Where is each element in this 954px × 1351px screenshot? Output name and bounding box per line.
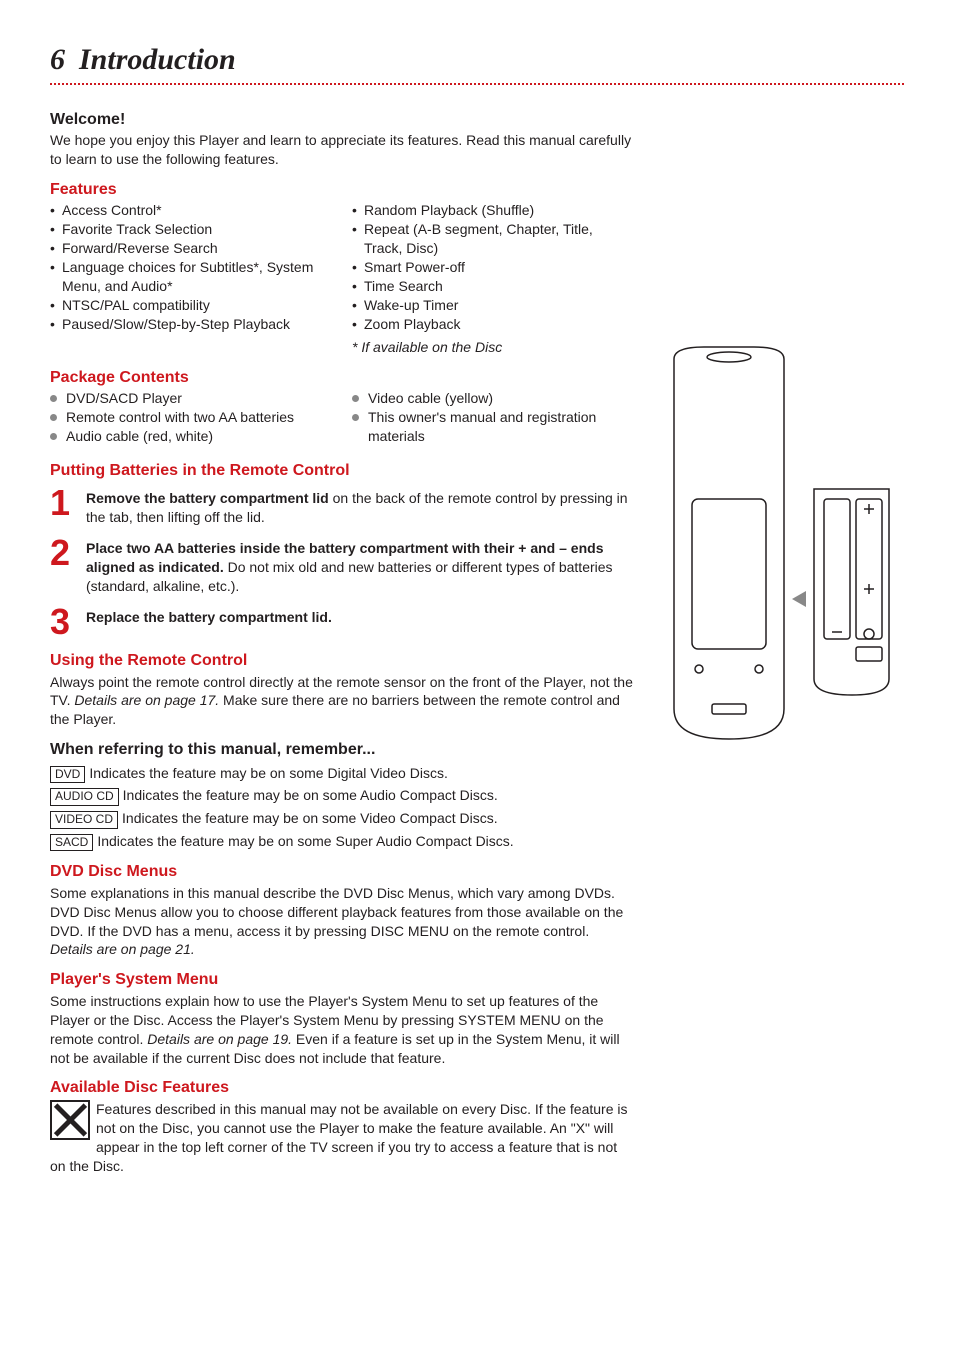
list-item: NTSC/PAL compatibility bbox=[50, 296, 332, 315]
tag-row: DVDIndicates the feature may be on some … bbox=[50, 764, 634, 784]
remote-use-body: Always point the remote control directly… bbox=[50, 673, 634, 730]
page-title: Introduction bbox=[79, 40, 236, 81]
list-item: Time Search bbox=[352, 277, 634, 296]
list-item: Remote control with two AA batteries bbox=[50, 408, 332, 427]
package-col2: Video cable (yellow) This owner's manual… bbox=[352, 389, 634, 446]
package-heading: Package Contents bbox=[50, 367, 634, 389]
list-item: Repeat (A-B segment, Chapter, Title, Tra… bbox=[352, 220, 634, 258]
dvd-tag: DVD bbox=[50, 766, 85, 784]
dotted-rule bbox=[50, 83, 904, 85]
step-3: 3 Replace the battery compartment lid. bbox=[50, 604, 634, 640]
page-number: 6 bbox=[50, 40, 65, 81]
available-heading: Available Disc Features bbox=[50, 1077, 634, 1099]
step-1: 1 Remove the battery compartment lid on … bbox=[50, 485, 634, 527]
features-col2: Random Playback (Shuffle) Repeat (A-B se… bbox=[352, 201, 634, 333]
list-item: DVD/SACD Player bbox=[50, 389, 332, 408]
features-col1: Access Control* Favorite Track Selection… bbox=[50, 201, 332, 333]
welcome-body: We hope you enjoy this Player and learn … bbox=[50, 131, 634, 169]
list-item: Smart Power-off bbox=[352, 258, 634, 277]
available-body: Features described in this manual may no… bbox=[50, 1100, 634, 1176]
list-item: This owner's manual and registration mat… bbox=[352, 408, 634, 446]
list-item: Paused/Slow/Step-by-Step Playback bbox=[50, 315, 332, 334]
referring-heading: When referring to this manual, remember.… bbox=[50, 739, 634, 761]
remote-diagram-icon bbox=[644, 339, 904, 759]
list-item: Video cable (yellow) bbox=[352, 389, 634, 408]
list-item: Favorite Track Selection bbox=[50, 220, 332, 239]
videocd-tag: VIDEO CD bbox=[50, 811, 118, 829]
tag-row: AUDIO CDIndicates the feature may be on … bbox=[50, 786, 634, 806]
step-body: Remove the battery compartment lid on th… bbox=[86, 485, 634, 527]
step-2: 2 Place two AA batteries inside the batt… bbox=[50, 535, 634, 596]
features-heading: Features bbox=[50, 179, 634, 201]
tag-row: SACDIndicates the feature may be on some… bbox=[50, 832, 634, 852]
step-number: 3 bbox=[50, 604, 72, 640]
list-item: Access Control* bbox=[50, 201, 332, 220]
system-menu-body: Some instructions explain how to use the… bbox=[50, 992, 634, 1068]
welcome-heading: Welcome! bbox=[50, 109, 634, 131]
step-body: Place two AA batteries inside the batter… bbox=[86, 535, 634, 596]
package-col1: DVD/SACD Player Remote control with two … bbox=[50, 389, 332, 446]
list-item: Audio cable (red, white) bbox=[50, 427, 332, 446]
sacd-tag: SACD bbox=[50, 834, 93, 852]
step-body: Replace the battery compartment lid. bbox=[86, 604, 634, 640]
page-header: 6 Introduction bbox=[50, 40, 904, 81]
list-item: Forward/Reverse Search bbox=[50, 239, 332, 258]
remote-figure bbox=[644, 339, 904, 1176]
list-item: Language choices for Subtitles*, System … bbox=[50, 258, 332, 296]
referring-table: DVDIndicates the feature may be on some … bbox=[50, 764, 634, 851]
x-icon bbox=[50, 1100, 90, 1140]
list-item: Wake-up Timer bbox=[352, 296, 634, 315]
dvd-menus-heading: DVD Disc Menus bbox=[50, 861, 634, 883]
dvd-menus-body: Some explanations in this manual describ… bbox=[50, 884, 634, 960]
remote-use-heading: Using the Remote Control bbox=[50, 650, 634, 672]
step-number: 1 bbox=[50, 485, 72, 527]
features-footnote: * If available on the Disc bbox=[352, 339, 502, 355]
audiocd-tag: AUDIO CD bbox=[50, 788, 119, 806]
tag-row: VIDEO CDIndicates the feature may be on … bbox=[50, 809, 634, 829]
list-item: Zoom Playback bbox=[352, 315, 634, 334]
step-number: 2 bbox=[50, 535, 72, 596]
batteries-heading: Putting Batteries in the Remote Control bbox=[50, 460, 634, 482]
list-item: Random Playback (Shuffle) bbox=[352, 201, 634, 220]
system-menu-heading: Player's System Menu bbox=[50, 969, 634, 991]
